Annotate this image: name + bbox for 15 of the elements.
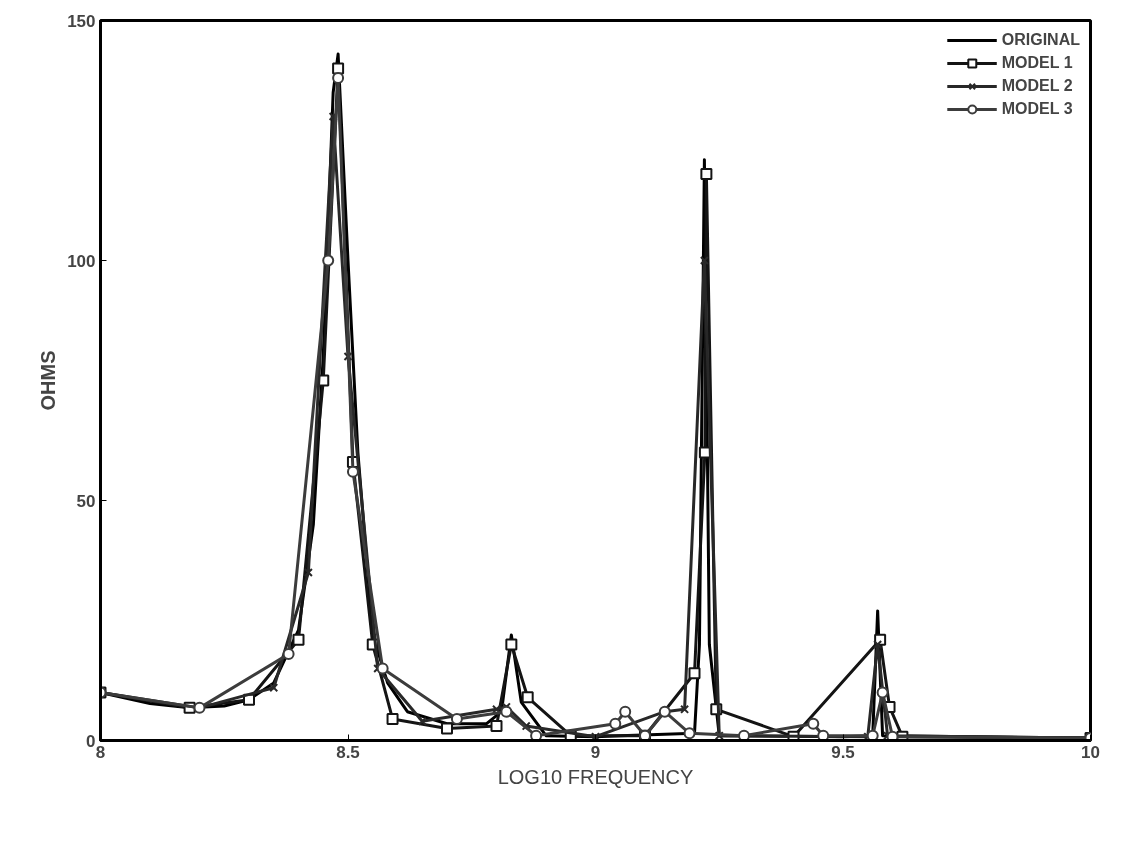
x-tick-label: 9 — [590, 742, 601, 762]
x-tick-label: 10 — [1081, 742, 1100, 762]
legend-label: MODEL 2 — [1001, 77, 1073, 95]
x-axis-title: LOG10 FREQUENCY — [497, 765, 694, 788]
y-tick-label: 50 — [76, 491, 96, 511]
legend-label: ORIGINAL — [1001, 31, 1080, 49]
x-tick-label: 9.5 — [831, 742, 855, 762]
legend-label: MODEL 1 — [1001, 54, 1073, 72]
x-tick-label: 8 — [95, 742, 106, 762]
y-axis-title: OHMS — [37, 350, 60, 411]
y-tick-label: 150 — [67, 11, 96, 31]
y-tick-label: 100 — [67, 251, 96, 271]
y-tick-label: 0 — [86, 731, 96, 751]
x-tick-label: 8.5 — [336, 742, 360, 762]
legend-label: MODEL 3 — [1001, 100, 1073, 118]
